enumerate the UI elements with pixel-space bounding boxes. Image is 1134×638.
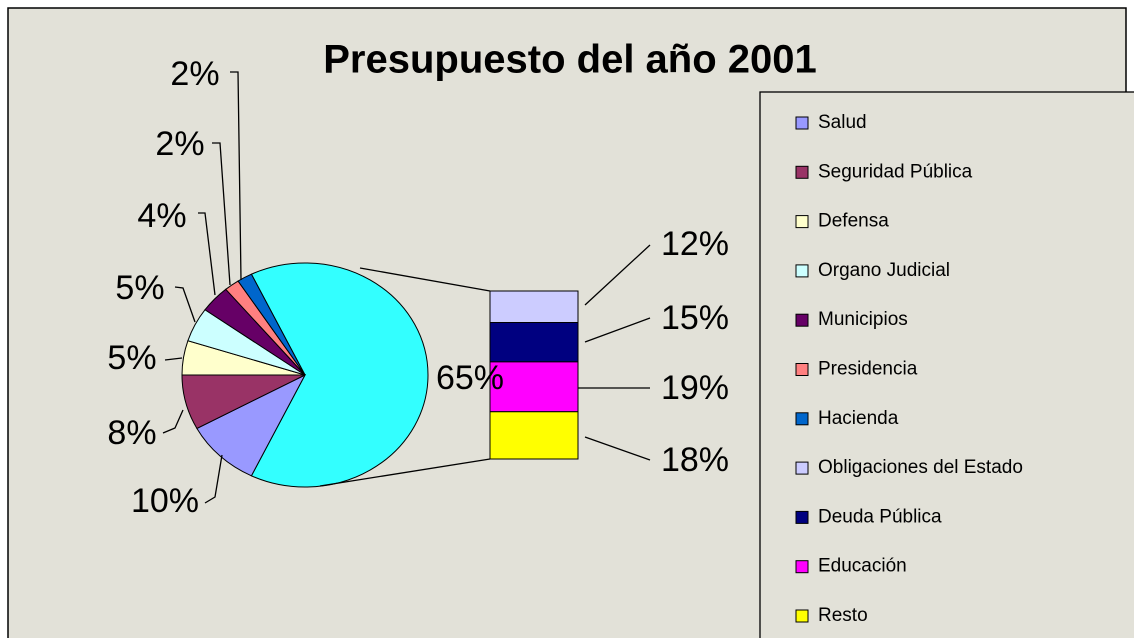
leader-line xyxy=(164,357,183,361)
legend-label: Municipios xyxy=(818,309,908,330)
legend-swatch xyxy=(795,412,809,426)
leader-line xyxy=(204,454,223,504)
legend-swatch xyxy=(795,116,809,130)
data-label: 12% xyxy=(661,225,729,263)
data-label: 4% xyxy=(137,197,186,235)
legend-swatch xyxy=(795,165,809,179)
legend-swatch xyxy=(795,461,809,475)
legend-label: Deuda Pública xyxy=(818,506,942,527)
leader-line xyxy=(230,71,242,281)
legend-swatch xyxy=(795,510,809,524)
leader-line xyxy=(584,436,651,461)
data-label: 5% xyxy=(107,339,156,377)
legend-label: Defensa xyxy=(818,211,889,232)
legend-swatch xyxy=(795,264,809,278)
bar-segment xyxy=(489,290,579,323)
data-label: 10% xyxy=(131,482,199,520)
data-label: 19% xyxy=(661,369,729,407)
data-label: 2% xyxy=(170,55,219,93)
legend-swatch xyxy=(795,363,809,376)
pie-slice xyxy=(237,273,306,376)
leader-line xyxy=(584,317,651,343)
data-label: 8% xyxy=(107,414,156,452)
legend-label: Salud xyxy=(818,112,867,133)
data-label: 2% xyxy=(155,125,204,163)
chart-title: Presupuesto del año 2001 xyxy=(323,38,817,82)
legend-label: Educación xyxy=(818,556,907,577)
data-label: 65% xyxy=(436,359,504,397)
leader-line xyxy=(198,212,216,296)
bar-segment xyxy=(489,322,579,363)
legend-label: Seguridad Pública xyxy=(818,161,973,182)
legend-swatch xyxy=(795,560,809,574)
connector-line xyxy=(319,458,491,487)
leader-line xyxy=(212,142,231,286)
legend-label: Organo Judicial xyxy=(818,260,950,281)
data-label: 15% xyxy=(661,299,729,337)
connector-line xyxy=(359,267,491,292)
legend-label: Resto xyxy=(818,605,868,626)
bar-segment xyxy=(489,411,579,460)
data-label: 18% xyxy=(661,441,729,479)
pie-slice xyxy=(196,373,307,477)
legend-box xyxy=(759,91,1134,638)
data-label: 5% xyxy=(115,269,164,307)
legend-swatch xyxy=(795,609,809,623)
bar-segment xyxy=(489,361,579,413)
legend-label: Presidencia xyxy=(818,359,918,380)
leader-line xyxy=(162,409,184,434)
leader-line xyxy=(174,286,196,323)
legend-label: Obligaciones del Estado xyxy=(818,457,1023,478)
legend-swatch xyxy=(795,215,809,229)
legend-label: Hacienda xyxy=(818,408,899,429)
legend-swatch xyxy=(795,313,809,327)
leader-line xyxy=(584,244,651,306)
